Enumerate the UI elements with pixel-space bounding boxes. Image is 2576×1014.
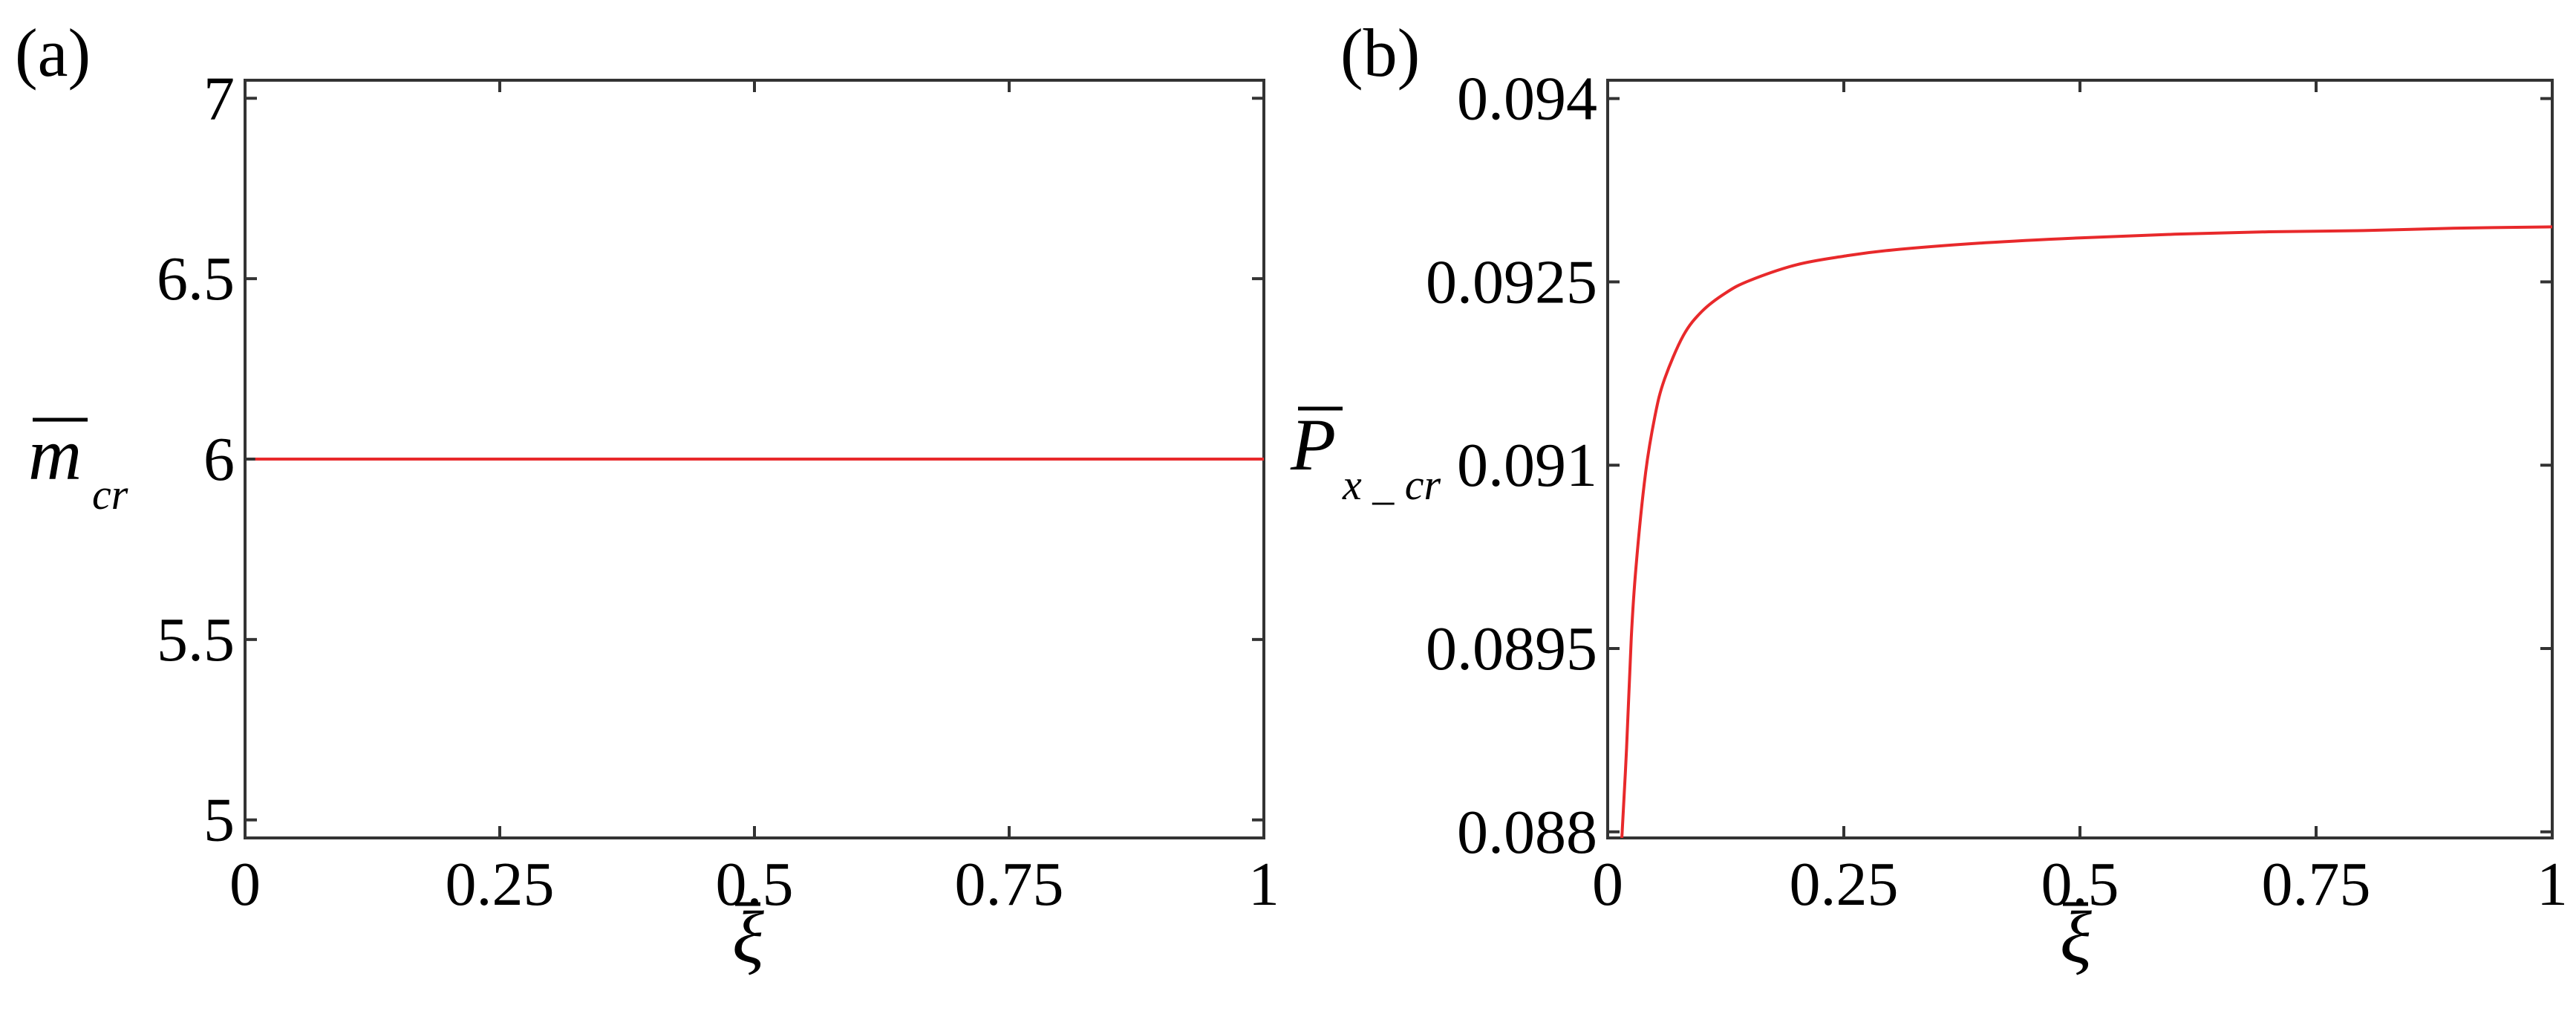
panel-a-label: (a)	[15, 15, 91, 91]
panel-b-x-tick-label: 0.25	[1790, 850, 1899, 919]
panel-a-x-tick-label: 0.75	[955, 850, 1064, 919]
panel-a-x-axis-label: ξ	[732, 896, 764, 978]
panel-a-y-tick-label: 7	[203, 64, 235, 133]
panel-a-y-tick-label: 6	[203, 425, 235, 494]
plot-b: 0 0.25 0.5 0.75 1 0.088 0.0895 0.091 0.0925 0.094	[1426, 65, 2568, 919]
panel-a-x-tick-label: 1	[1248, 850, 1279, 919]
panel-a-x-tick-label: 0.5	[716, 850, 794, 919]
panel-b-y-tick-label: 0.094	[1457, 65, 1597, 134]
panel-b-ylabel-sub: x _ cr	[1342, 461, 1441, 509]
panel-b-x-tick-label: 0	[1592, 850, 1623, 919]
panel-b-y-tick-label: 0.091	[1457, 431, 1597, 500]
panel-b-x-axis-label: ξ	[2060, 896, 2092, 978]
panel-a-y-tick-label: 5.5	[157, 605, 235, 675]
panel-b-label: (b)	[1340, 15, 1420, 91]
panel-b-y-tick-label: 0.0895	[1426, 614, 1597, 683]
panel-b: (b) 0 0.25 0.5 0.75 10.0880.08950.0910.09250…	[1290, 15, 2568, 978]
panel-b-y-tick-label: 0.0925	[1426, 247, 1597, 316]
panel-b-x-tick-label: 0.5	[2041, 850, 2119, 919]
panel-a-y-tick-label: 6.5	[157, 244, 235, 313]
panel-b-x-tick-label: 1	[2537, 850, 2568, 919]
panel-b-series-line	[1620, 225, 2552, 838]
panel-b-ylabel-symbol: P	[1290, 403, 1336, 486]
panel-b-y-tick-label: 0.088	[1457, 798, 1597, 867]
panel-a-x-tick-label: 0.25	[446, 850, 555, 919]
panel-a-x-tick-label: 0	[229, 850, 261, 919]
panel-a: (a) 0 0.25 0.5 0.75 1 5 5.5 6 6.5 7 m cr ξ	[15, 15, 1279, 978]
panel-a-y-axis-label: m cr	[28, 413, 128, 519]
panel-b-axes-frame	[1606, 79, 2554, 839]
plot-a: 0 0.25 0.5 0.75 1 5 5.5 6 6.5 7	[157, 64, 1279, 919]
panel-a-ylabel-sub: cr	[92, 470, 128, 519]
panel-b-y-axis-label: P x _ cr	[1290, 403, 1441, 509]
panel-a-xlabel-symbol: ξ	[732, 896, 764, 978]
panel-a-ylabel-symbol: m	[28, 413, 82, 495]
panel-a-y-tick-label: 5	[203, 786, 235, 855]
panel-b-xlabel-symbol: ξ	[2060, 896, 2092, 978]
panel-b-x-tick-label: 0.75	[2262, 850, 2371, 919]
